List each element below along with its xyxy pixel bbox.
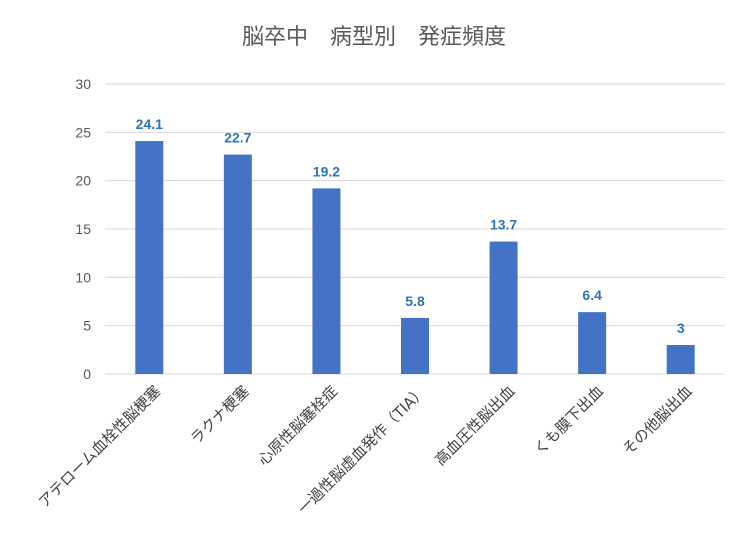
bar [223, 154, 252, 374]
data-label: 22.7 [224, 130, 251, 146]
y-axis-ticks: 0 5 10 15 20 25 30 [75, 76, 91, 382]
data-label: 6.4 [582, 287, 602, 303]
gridlines [105, 83, 725, 375]
x-tick-label: 高血圧性脳出血 [431, 382, 518, 469]
y-tick-label: 10 [75, 269, 91, 285]
data-label: 19.2 [313, 163, 340, 179]
bars [135, 141, 695, 374]
bar [312, 188, 341, 374]
data-label: 24.1 [136, 116, 163, 132]
y-tick-label: 20 [75, 173, 91, 189]
bar [578, 312, 607, 374]
bar [489, 241, 518, 374]
x-tick-label: 心原性脳塞栓症 [254, 382, 341, 469]
data-labels: 24.1 22.7 19.2 5.8 13.7 6.4 3 [136, 116, 685, 336]
chart-title: 脳卒中 病型別 発症頻度 [242, 25, 506, 50]
y-tick-label: 15 [75, 221, 91, 237]
bar [135, 141, 164, 374]
x-tick-label: ラクナ梗塞 [187, 382, 253, 448]
x-tick-label: その他脳出血 [619, 382, 695, 458]
x-tick-label: くも膜下出血 [531, 382, 607, 458]
y-tick-label: 0 [83, 366, 91, 382]
bar [666, 345, 695, 374]
y-tick-label: 30 [75, 76, 91, 92]
y-tick-label: 25 [75, 124, 91, 140]
data-label: 13.7 [490, 217, 517, 233]
data-label: 3 [677, 320, 685, 336]
data-label: 5.8 [405, 293, 425, 309]
y-tick-label: 5 [83, 318, 91, 334]
bar [401, 317, 429, 374]
x-tick-label: アテローム血栓性脳梗塞 [35, 382, 164, 511]
